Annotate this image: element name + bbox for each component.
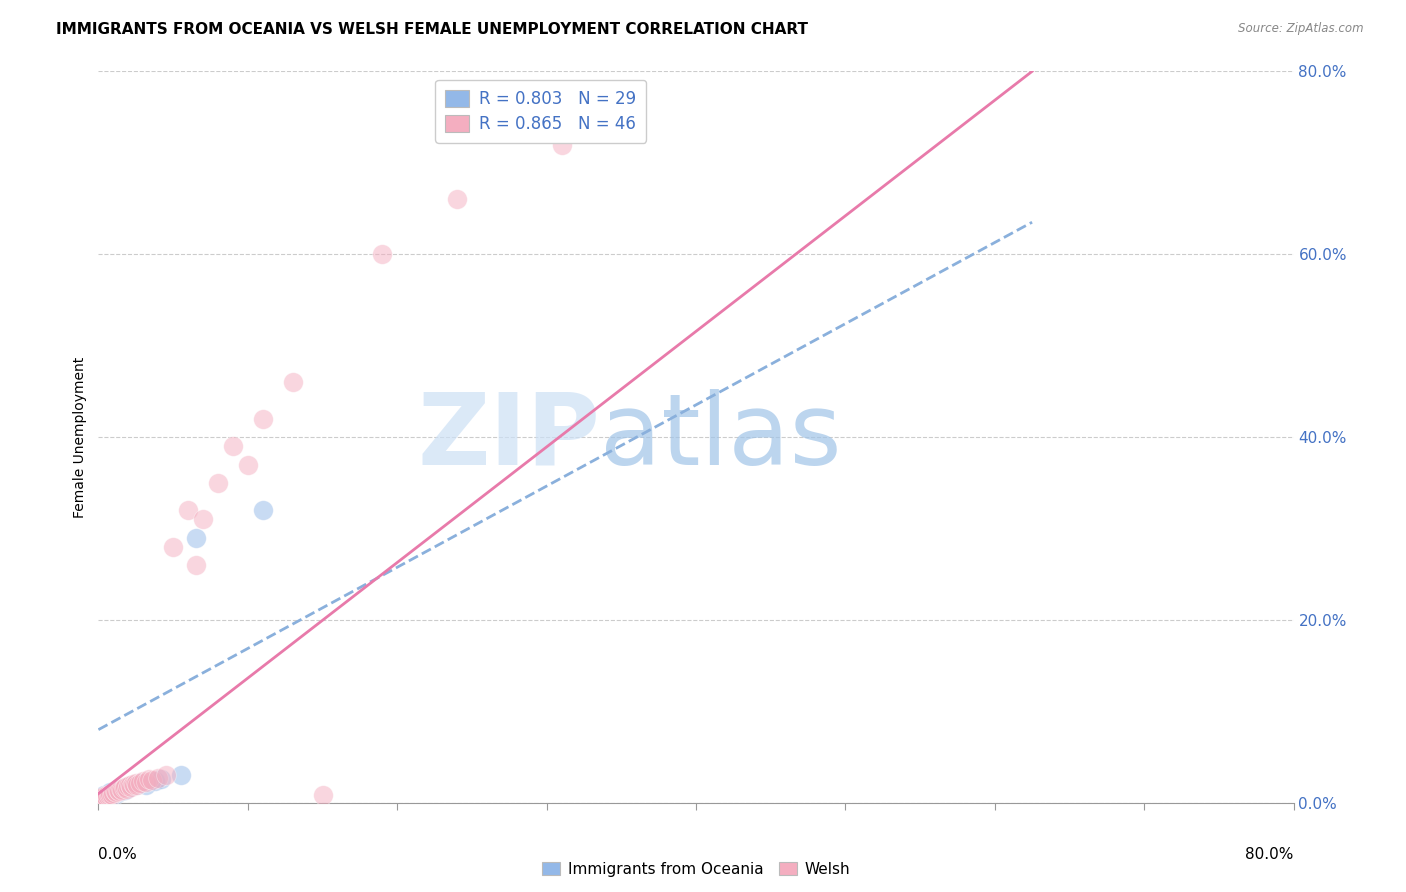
Point (104, 784, 127, 798)
Point (117, 781, 139, 796)
Point (94, 790, 117, 805)
Point (155, 768, 177, 782)
Point (90, 790, 112, 805)
Point (111, 782, 134, 797)
Point (107, 783, 129, 797)
Point (93, 789, 115, 804)
Point (115, 780, 138, 795)
Point (105, 785, 128, 799)
Point (121, 776, 143, 790)
Point (103, 786, 125, 800)
Point (96, 789, 118, 803)
Point (132, 773, 155, 788)
Point (97, 788, 120, 802)
Point (111, 783, 134, 797)
Point (108, 783, 131, 797)
Text: ZIP: ZIP (418, 389, 600, 485)
Point (184, 531, 207, 545)
Point (97, 787, 120, 801)
Point (129, 775, 152, 789)
Point (135, 774, 157, 789)
Point (101, 789, 124, 803)
Point (446, 192, 468, 206)
Point (150, 772, 173, 786)
Point (252, 412, 274, 426)
Point (89, 792, 111, 806)
Point (120, 780, 142, 795)
Point (94, 790, 117, 805)
Point (127, 779, 149, 793)
Point (135, 778, 157, 792)
Point (281, 375, 304, 389)
Point (371, 247, 394, 261)
Point (90, 791, 112, 805)
Point (191, 512, 214, 526)
Point (112, 781, 135, 796)
Point (103, 786, 125, 800)
Point (98, 785, 122, 799)
Point (124, 778, 146, 792)
Point (162, 540, 184, 554)
Point (148, 771, 170, 785)
Point (207, 475, 229, 490)
Text: Source: ZipAtlas.com: Source: ZipAtlas.com (1239, 22, 1364, 36)
Point (108, 784, 131, 798)
Point (114, 780, 136, 795)
Point (89, 792, 111, 806)
Point (91, 790, 114, 805)
Point (236, 458, 259, 472)
Point (117, 780, 139, 794)
Point (141, 772, 163, 787)
Point (143, 773, 166, 788)
Point (177, 503, 200, 517)
Point (222, 439, 245, 453)
Point (184, 558, 207, 573)
Legend: Immigrants from Oceania, Welsh: Immigrants from Oceania, Welsh (536, 855, 856, 883)
Point (104, 784, 127, 798)
Text: IMMIGRANTS FROM OCEANIA VS WELSH FEMALE UNEMPLOYMENT CORRELATION CHART: IMMIGRANTS FROM OCEANIA VS WELSH FEMALE … (56, 22, 808, 37)
Text: 80.0%: 80.0% (1246, 847, 1294, 862)
Point (550, 137, 572, 152)
Point (96, 788, 118, 802)
Point (112, 781, 135, 796)
Point (110, 782, 132, 797)
Point (138, 772, 160, 786)
Text: 0.0%: 0.0% (98, 847, 138, 862)
Point (169, 768, 191, 782)
Point (129, 775, 152, 789)
Point (101, 788, 124, 802)
Point (120, 780, 142, 794)
Point (311, 789, 333, 803)
Point (252, 503, 274, 517)
Point (105, 787, 128, 801)
Text: atlas: atlas (600, 389, 842, 485)
Point (115, 782, 138, 797)
Point (107, 785, 129, 799)
Point (93, 789, 115, 803)
Point (125, 775, 148, 789)
Point (110, 784, 132, 798)
Point (98, 787, 122, 801)
Point (114, 783, 136, 797)
Y-axis label: Female Unemployment: Female Unemployment (73, 357, 87, 517)
Point (125, 779, 148, 793)
Point (91, 789, 114, 804)
Point (118, 779, 141, 793)
